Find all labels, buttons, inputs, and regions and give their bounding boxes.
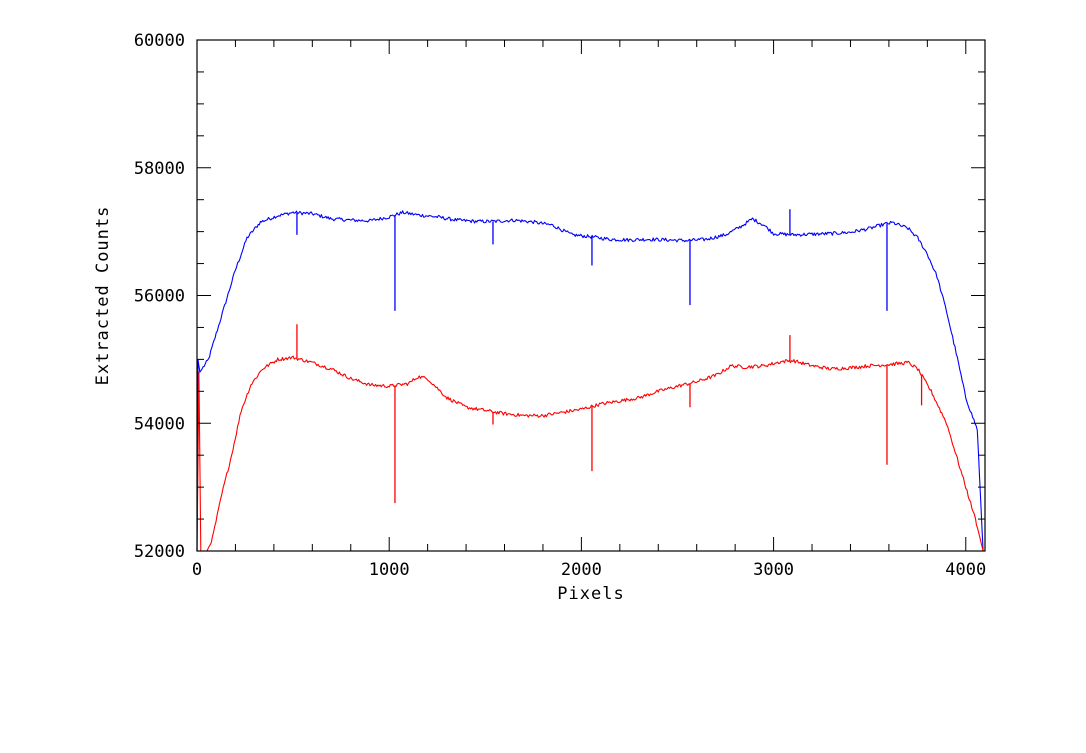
x-tick-label: 0 [192,560,202,580]
y-tick-label: 54000 [134,414,185,434]
x-tick-label: 3000 [753,560,794,580]
x-axis-title: Pixels [557,584,624,604]
plot-frame [196,39,986,552]
y-tick-label: 52000 [134,542,185,562]
y-axis-title: Extracted Counts [93,206,113,386]
tick-labels: 0 1000 2000 3000 4000 52000 54000 56000 58000 600… [134,31,986,580]
x-tick-label: 2000 [561,560,602,580]
y-tick-label: 56000 [134,287,185,307]
series-0-line [196,210,984,552]
series-layer [196,209,984,552]
y-tick-label: 58000 [134,159,185,179]
y-tick-label: 60000 [134,31,185,51]
x-tick-label: 1000 [369,560,410,580]
series-1-line [196,355,984,552]
ticks-layer [196,39,985,552]
x-tick-label: 4000 [945,560,986,580]
